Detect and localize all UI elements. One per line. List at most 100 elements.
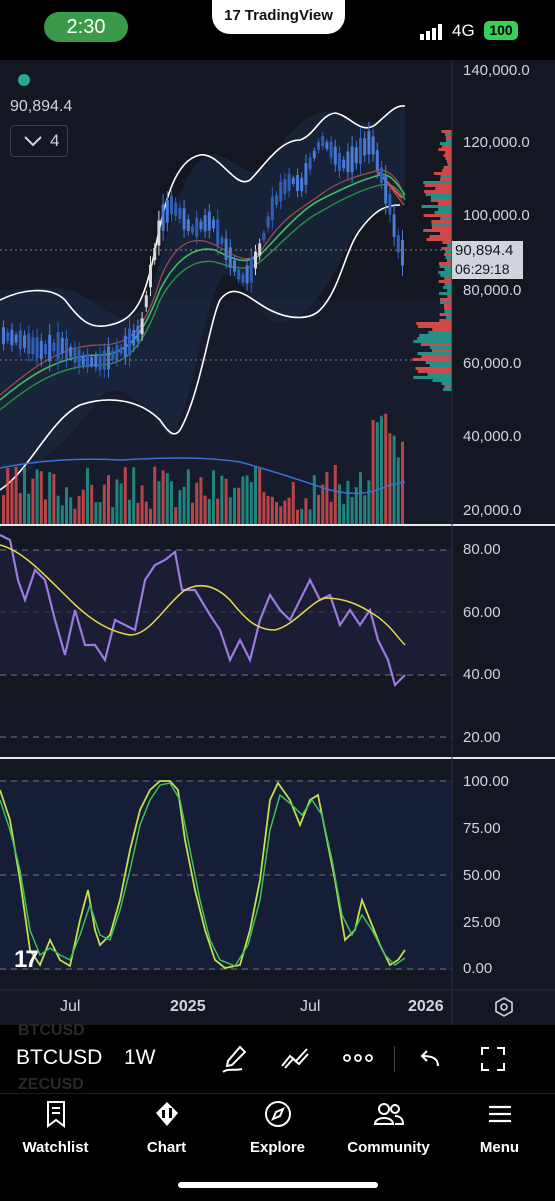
stoch-k-line — [0, 780, 406, 969]
volume-profile-row — [425, 193, 452, 196]
stoch-tick: 50.00 — [463, 867, 501, 884]
candle-body — [132, 329, 136, 346]
home-indicator[interactable] — [178, 1182, 378, 1188]
price-tick: 120,000.0 — [463, 134, 530, 151]
volume-bar — [371, 419, 375, 525]
symbol-button[interactable]: BTCUSD — [16, 1046, 103, 1069]
volume-profile-row — [447, 295, 452, 298]
stoch-tick: 75.00 — [463, 820, 501, 837]
chart-canvas[interactable] — [0, 0, 555, 1025]
volume-bar — [18, 493, 22, 525]
candle-body — [161, 204, 165, 231]
volume-profile-row — [440, 217, 452, 220]
candle-body — [308, 157, 312, 170]
volume-profile-row — [430, 196, 452, 199]
undo-icon[interactable] — [418, 1048, 442, 1070]
volume-profile-row — [432, 379, 452, 382]
market-status-dot[interactable] — [18, 74, 30, 86]
volume-bar — [56, 495, 60, 525]
volume-profile-row — [413, 340, 452, 343]
volume-bar — [342, 504, 346, 525]
volume-bar — [275, 502, 278, 525]
volume-profile-row — [438, 202, 452, 205]
volume-bar — [237, 487, 241, 525]
candle-body — [207, 211, 211, 231]
volume-profile-row — [444, 268, 452, 271]
volume-profile-row — [438, 208, 452, 211]
volume-bar — [199, 477, 203, 525]
volume-bar — [245, 475, 249, 525]
chart-settings-icon[interactable] — [494, 997, 514, 1017]
volume-profile-row — [438, 271, 452, 274]
brush-draw-icon[interactable] — [220, 1044, 248, 1074]
candle-body — [136, 325, 140, 342]
fullscreen-icon[interactable] — [480, 1046, 506, 1072]
volume-bar — [367, 480, 371, 525]
candle-body — [27, 333, 31, 354]
tab-label: Menu — [479, 1139, 520, 1156]
candle-body — [115, 344, 119, 361]
price-tick: 140,000.0 — [463, 62, 530, 79]
stoch-d-line — [0, 782, 406, 967]
candle-body — [144, 295, 148, 308]
candle-body — [203, 215, 207, 232]
candle-body — [258, 243, 262, 256]
volume-profile-row — [423, 229, 452, 232]
volume-bar — [270, 496, 274, 525]
candle-body — [18, 330, 22, 350]
tab-watchlist[interactable]: Watchlist — [0, 1100, 111, 1156]
volume-bar — [107, 475, 110, 525]
volume-bar — [363, 495, 367, 525]
volume-bar — [249, 482, 253, 525]
bollinger-lower — [0, 204, 401, 491]
volume-profile-row — [439, 265, 452, 268]
candle-body — [182, 208, 186, 230]
volume-bar — [44, 499, 47, 525]
volume-bar — [325, 472, 329, 525]
volume-profile-row — [432, 328, 452, 331]
rsi-line — [0, 534, 406, 688]
candle-body — [65, 338, 68, 360]
volume-bar — [388, 433, 392, 525]
candle-body — [123, 335, 127, 357]
volume-bar — [186, 469, 190, 525]
candle-body — [90, 357, 94, 365]
candle-body — [23, 335, 26, 348]
interval-button[interactable]: 1W — [124, 1046, 156, 1069]
volume-profile-row — [426, 238, 452, 241]
candle-body — [396, 235, 400, 253]
volume-bar — [136, 502, 140, 525]
app-title-pill: 17 TradingView — [212, 0, 345, 34]
candle-body — [304, 163, 308, 185]
tab-chart[interactable]: Chart — [111, 1100, 222, 1156]
indicators-toggle-button[interactable] — [10, 125, 68, 157]
candle-body — [81, 355, 85, 365]
volume-profile-row — [429, 235, 452, 238]
volume-bar — [161, 470, 165, 525]
volume-bar — [170, 481, 173, 525]
more-options-icon[interactable] — [343, 1053, 373, 1063]
volume-profile-row — [442, 286, 452, 289]
volume-bar — [27, 493, 31, 525]
volume-bar — [14, 466, 18, 525]
candle-body — [283, 179, 287, 195]
volume-bar — [380, 415, 383, 525]
volume-profile-row — [444, 385, 452, 388]
drawing-tools-icon[interactable] — [280, 1046, 310, 1070]
volume-profile-row — [440, 301, 452, 304]
price-tick: 80,000.0 — [463, 282, 522, 299]
tab-menu[interactable]: Menu — [444, 1100, 555, 1156]
candle-body — [52, 342, 56, 352]
candle-body — [73, 347, 77, 363]
candle-body — [342, 159, 346, 169]
tab-label: Community — [347, 1139, 430, 1156]
tab-explore[interactable]: Explore — [222, 1100, 333, 1156]
candle-body — [333, 146, 337, 165]
candle-body — [401, 240, 404, 266]
price-tick: 60,000.0 — [463, 355, 522, 372]
volume-bar — [132, 467, 136, 525]
volume-profile-row — [438, 148, 452, 151]
tab-community[interactable]: Community — [333, 1100, 444, 1156]
bollinger-upper — [0, 105, 406, 327]
candle-body — [107, 346, 110, 370]
